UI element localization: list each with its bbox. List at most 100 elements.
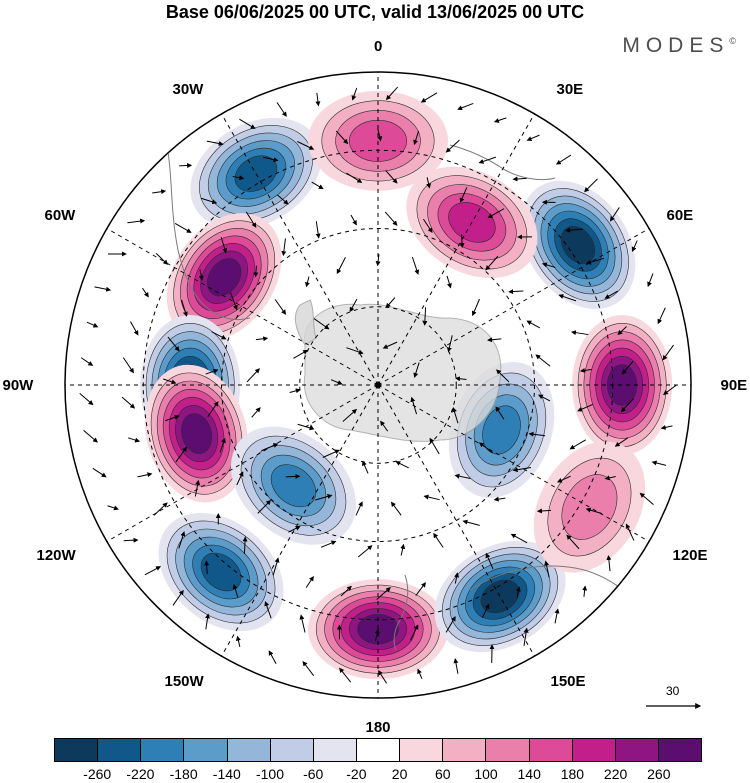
wind-vector bbox=[206, 140, 224, 146]
wind-vector bbox=[362, 460, 369, 474]
wind-vector bbox=[455, 376, 467, 382]
wind-vector bbox=[219, 437, 226, 453]
wind-vector bbox=[375, 254, 381, 267]
anomaly-center-pos-6 bbox=[308, 90, 448, 191]
colorbar-segment bbox=[529, 739, 573, 761]
wind-vector bbox=[453, 658, 459, 674]
wind-vector bbox=[121, 396, 136, 409]
africa-coast bbox=[449, 144, 556, 181]
wind-vector bbox=[167, 336, 180, 352]
wind-vector bbox=[376, 587, 391, 600]
wind-vector bbox=[621, 360, 634, 375]
wind-vector bbox=[569, 439, 587, 450]
lon-label-60w: 60W bbox=[44, 207, 76, 224]
wind-vector bbox=[380, 420, 389, 432]
wind-vector bbox=[395, 461, 409, 469]
anomaly-contour bbox=[482, 405, 521, 455]
latitude-circle bbox=[221, 228, 535, 542]
wind-vector bbox=[526, 134, 540, 141]
copyright-mark: © bbox=[729, 36, 736, 46]
wind-vector bbox=[346, 172, 363, 183]
colorbar-segment bbox=[98, 739, 142, 761]
wind-vector bbox=[445, 139, 460, 153]
colorbar-segment bbox=[400, 739, 444, 761]
wind-vector bbox=[357, 545, 373, 558]
lon-label-0: 0 bbox=[374, 38, 383, 55]
wind-vector bbox=[264, 600, 272, 619]
wind-vector bbox=[459, 234, 465, 249]
wind-vectors bbox=[79, 86, 677, 684]
wind-vector bbox=[617, 326, 627, 336]
graticule bbox=[65, 72, 691, 698]
wind-vector bbox=[433, 532, 444, 548]
wind-vector bbox=[346, 347, 364, 355]
colorbar-segment bbox=[270, 739, 314, 761]
colorbar-segment bbox=[572, 739, 616, 761]
wind-vector bbox=[528, 431, 546, 437]
wind-vector bbox=[662, 344, 674, 361]
wind-vector bbox=[340, 585, 352, 597]
wind-vector bbox=[423, 218, 433, 233]
colorbar-segment bbox=[141, 739, 185, 761]
wind-vector bbox=[142, 287, 149, 298]
wind-vector bbox=[198, 269, 204, 281]
colorbar-tick-label: -180 bbox=[169, 766, 198, 782]
anomaly-center-pos-1 bbox=[166, 213, 282, 342]
map-title: Base 06/06/2025 00 UTC, valid 13/06/2025… bbox=[165, 2, 585, 22]
anomaly-contour bbox=[207, 258, 242, 297]
wind-vector bbox=[349, 298, 358, 313]
wind-vector bbox=[268, 650, 277, 665]
colorbar-tick-label: -100 bbox=[255, 766, 285, 782]
wind-vector bbox=[582, 585, 588, 597]
colorbar-tick-label: -260 bbox=[83, 766, 112, 782]
wind-vector bbox=[639, 492, 654, 506]
wind-vector bbox=[585, 257, 605, 265]
colorbar-tick-label: 20 bbox=[391, 766, 408, 782]
wind-vector bbox=[495, 406, 505, 420]
lon-label-30w: 30W bbox=[172, 81, 204, 98]
wind-vector bbox=[526, 320, 541, 329]
wind-vector bbox=[485, 255, 499, 271]
wind-vector bbox=[515, 586, 521, 598]
wind-vector bbox=[179, 162, 193, 168]
wind-vector bbox=[172, 589, 184, 606]
wind-vector bbox=[232, 175, 245, 181]
wind-vector bbox=[107, 505, 119, 511]
wind-vector bbox=[330, 379, 343, 385]
lon-label-120w: 120W bbox=[36, 547, 76, 564]
wind-vector bbox=[541, 262, 556, 268]
wind-vector bbox=[305, 276, 310, 288]
lon-label-150e: 150E bbox=[550, 673, 586, 690]
wind-vector bbox=[565, 227, 584, 233]
wind-vector bbox=[335, 130, 349, 145]
wind-vector bbox=[242, 536, 248, 554]
wind-vector bbox=[577, 404, 593, 412]
lon-label-150w: 150W bbox=[164, 673, 204, 690]
wind-vector bbox=[152, 189, 167, 195]
wind-vector bbox=[377, 128, 383, 142]
wind-vector bbox=[285, 473, 301, 479]
lon-label-60e: 60E bbox=[666, 207, 694, 224]
wind-vector bbox=[239, 118, 256, 129]
wind-vector bbox=[481, 603, 490, 618]
colorbar-tick-label: -20 bbox=[346, 766, 367, 782]
anomaly-center-neg-7 bbox=[520, 180, 636, 310]
wind-vector bbox=[496, 369, 510, 383]
wind-vector bbox=[614, 437, 629, 447]
wind-vector bbox=[382, 341, 398, 349]
wind-vector bbox=[420, 92, 438, 103]
wind-vector bbox=[315, 494, 333, 501]
new-zealand-coast bbox=[393, 574, 409, 651]
wind-vector bbox=[80, 357, 94, 366]
wind-vector bbox=[510, 533, 528, 544]
colorbar bbox=[54, 738, 702, 762]
wind-vector bbox=[558, 294, 577, 302]
wind-vector bbox=[625, 523, 635, 541]
colorbar-tick-label: 220 bbox=[603, 766, 628, 782]
wind-vector bbox=[79, 393, 94, 406]
wind-vector bbox=[647, 273, 654, 288]
colorbar-tick-label: 180 bbox=[560, 766, 585, 782]
wind-vector bbox=[454, 572, 460, 584]
anomaly-center-pos-7 bbox=[533, 441, 646, 573]
wind-vector bbox=[566, 534, 580, 550]
